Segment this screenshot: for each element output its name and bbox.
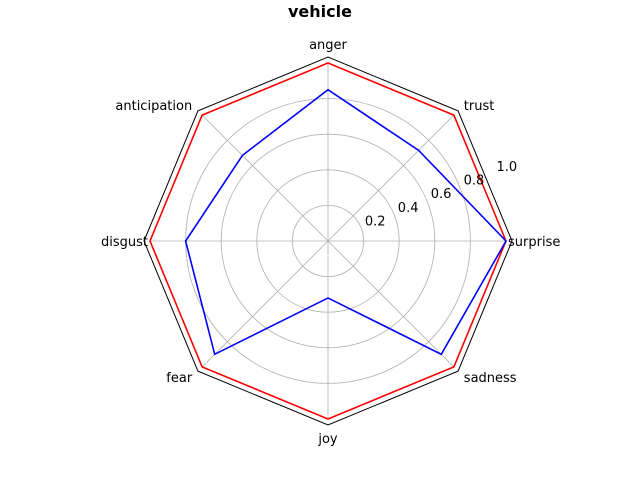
category-labels: surprise trust anger anticipation disgust fea… bbox=[101, 38, 560, 447]
radial-tick-label: 1.0 bbox=[497, 160, 518, 175]
series-line-1 bbox=[149, 62, 507, 420]
grid-spoke bbox=[327, 114, 455, 242]
radar-frame-outline bbox=[143, 56, 513, 426]
radial-tick-label: 0.6 bbox=[431, 187, 452, 202]
category-label-joy: joy bbox=[317, 432, 338, 447]
series-line-2 bbox=[184, 88, 507, 356]
radial-tick-label: 0.2 bbox=[365, 214, 386, 229]
grid-spoke bbox=[201, 240, 329, 368]
grid-spoke bbox=[327, 240, 455, 368]
radar-series bbox=[149, 62, 507, 420]
category-label-sadness: sadness bbox=[464, 371, 517, 386]
radar-grid bbox=[150, 63, 506, 419]
category-label-surprise: surprise bbox=[508, 235, 560, 250]
category-label-trust: trust bbox=[464, 99, 495, 114]
category-label-anger: anger bbox=[309, 38, 347, 53]
radar-frame bbox=[143, 56, 513, 426]
category-label-fear: fear bbox=[166, 371, 193, 386]
chart-title: vehicle bbox=[288, 2, 352, 21]
category-label-anticipation: anticipation bbox=[115, 99, 192, 114]
radial-tick-label: 0.8 bbox=[464, 174, 485, 189]
grid-spoke bbox=[201, 114, 329, 242]
radial-ticks: 0.2 0.4 0.6 0.8 1.0 bbox=[365, 160, 517, 230]
category-label-disgust: disgust bbox=[101, 235, 148, 250]
radial-tick-label: 0.4 bbox=[398, 201, 419, 216]
